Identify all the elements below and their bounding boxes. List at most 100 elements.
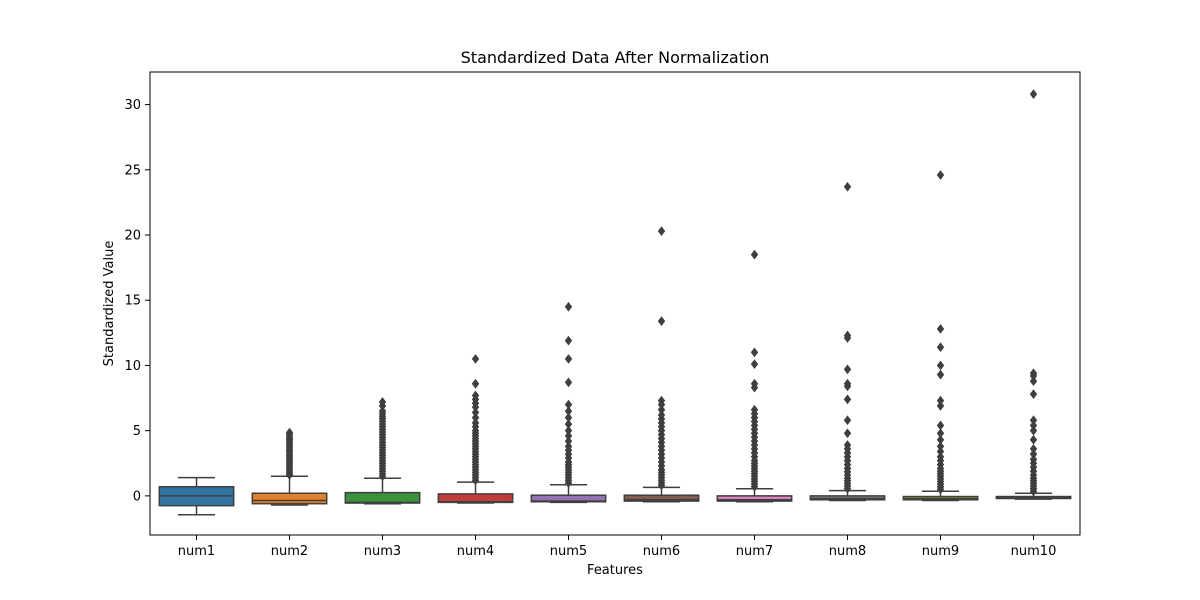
x-tick-label: num9 [922, 544, 959, 559]
outlier-point [843, 428, 852, 439]
outlier-point [564, 419, 573, 430]
outlier-point [378, 406, 387, 416]
outlier-point [657, 410, 666, 420]
outlier-point [471, 407, 480, 418]
outlier-point [471, 390, 480, 401]
outlier-point [1029, 420, 1038, 431]
outlier-point [564, 441, 573, 452]
x-tick-label: num6 [643, 544, 680, 559]
outlier-point [1029, 425, 1038, 436]
y-tick-label: 5 [133, 424, 141, 439]
outlier-point [564, 431, 573, 441]
outlier-point [936, 446, 945, 457]
outlier-point [936, 420, 945, 431]
outlier-point [936, 324, 945, 334]
chart-title: Standardized Data After Normalization [461, 48, 770, 67]
box-num8 [809, 181, 886, 502]
outlier-point [1029, 449, 1038, 459]
outlier-point [564, 425, 573, 436]
box-num9 [902, 170, 979, 502]
outlier-point [471, 417, 480, 428]
outlier-point [936, 401, 945, 411]
box-num7 [716, 249, 793, 503]
outlier-point [750, 347, 759, 358]
box-num6 [623, 226, 700, 503]
outlier-point [1029, 415, 1038, 426]
outlier-point [657, 316, 666, 326]
outlier-point [936, 170, 945, 180]
box-series-group [158, 89, 1072, 516]
outlier-point [843, 394, 852, 405]
box-iqr [623, 494, 700, 502]
outlier-point [564, 354, 573, 364]
outlier-point [564, 436, 573, 446]
outlier-point [564, 377, 573, 388]
x-tick-label: num10 [1011, 544, 1057, 559]
outlier-point [936, 369, 945, 380]
x-tick-label: num1 [178, 544, 215, 559]
box-num3 [344, 397, 421, 505]
outlier-point [936, 395, 945, 406]
outlier-point [471, 354, 480, 364]
outlier-point [936, 441, 945, 452]
outlier-point [936, 451, 945, 462]
plot-area-frame [149, 71, 1081, 536]
outlier-point [1029, 454, 1038, 465]
y-tick-label: 25 [124, 163, 141, 178]
y-tick-label: 10 [124, 359, 141, 374]
box-iqr [716, 495, 793, 502]
y-tick-label: 30 [124, 98, 141, 113]
outlier-point [843, 440, 852, 450]
x-tick-label: num5 [550, 544, 587, 559]
box-num1 [158, 476, 235, 516]
y-axis-label: Standardized Value [102, 241, 117, 367]
outlier-point [843, 415, 852, 426]
outlier-point [936, 360, 945, 371]
y-axis-ticks: 0 5 10 15 20 25 30 [124, 98, 150, 504]
outlier-point [1029, 389, 1038, 400]
outlier-point [285, 427, 294, 438]
outlier-point [564, 301, 573, 312]
outlier-point [843, 330, 852, 341]
outlier-point [657, 404, 666, 415]
outlier-point [657, 395, 666, 406]
x-tick-label: num8 [829, 544, 866, 559]
y-tick-label: 0 [133, 489, 141, 504]
box-num5 [530, 301, 607, 504]
outlier-point [750, 359, 759, 370]
outlier-point [936, 428, 945, 439]
y-tick-label: 15 [124, 294, 141, 309]
outlier-point [1029, 368, 1038, 379]
box-num10 [995, 89, 1072, 500]
outlier-point [564, 335, 573, 346]
outlier-point [843, 181, 852, 192]
box-num4 [437, 354, 514, 504]
outlier-point [1029, 434, 1038, 445]
outlier-point [564, 412, 573, 423]
x-tick-label: num4 [457, 544, 494, 559]
outlier-point [1029, 444, 1038, 454]
outlier-point [750, 378, 759, 389]
box-num2 [251, 427, 328, 506]
x-axis-ticks: num1 num2 num3 num4 num5 num6 num7 num8 num9 num1… [178, 535, 1057, 559]
outlier-point [843, 364, 852, 375]
x-tick-label: num3 [364, 544, 401, 559]
outlier-point [1029, 89, 1038, 100]
outlier-point [378, 397, 387, 407]
outlier-point [750, 404, 759, 415]
box-iqr [251, 492, 328, 505]
outlier-point [564, 399, 573, 410]
x-tick-label: num2 [271, 544, 308, 559]
outlier-point [750, 249, 759, 260]
x-tick-label: num7 [736, 544, 773, 559]
outlier-point [471, 378, 480, 389]
outlier-point [936, 434, 945, 445]
outlier-point [471, 412, 480, 423]
y-tick-label: 20 [124, 229, 141, 244]
x-axis-label: Features [587, 563, 643, 578]
outlier-point [936, 342, 945, 353]
outlier-point [657, 226, 666, 236]
outlier-point [564, 406, 573, 416]
